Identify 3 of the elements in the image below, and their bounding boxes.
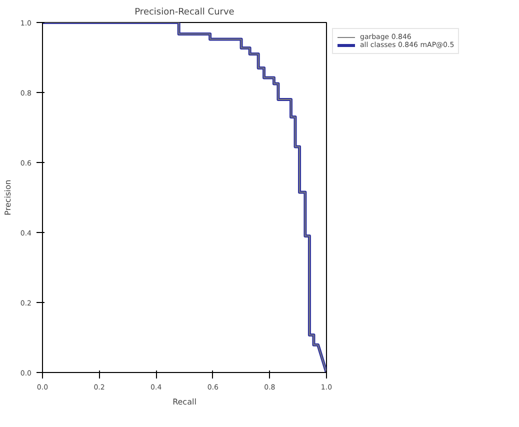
x-axis-title: Recall: [172, 398, 196, 406]
chart-title: Precision-Recall Curve: [134, 8, 235, 18]
y-axis-title: Precision: [3, 180, 12, 216]
